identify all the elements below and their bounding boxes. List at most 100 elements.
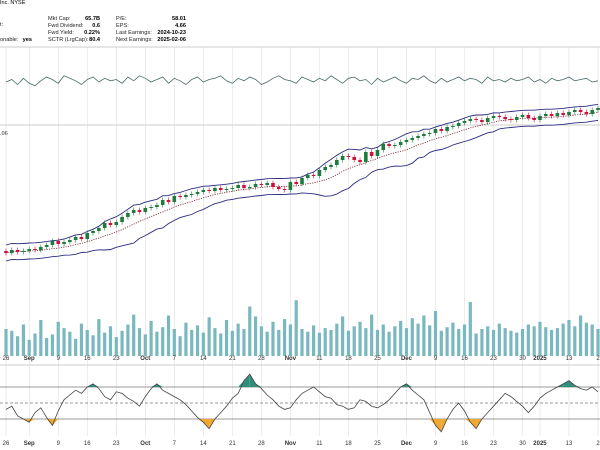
stat-label: P/E: <box>116 16 127 22</box>
volume-bar <box>108 326 113 356</box>
candle-body <box>520 115 525 117</box>
volume-bar <box>10 330 14 356</box>
candle-body <box>532 118 536 120</box>
x-axis-label: 18 <box>345 441 352 447</box>
bollinger-lower <box>5 119 599 262</box>
volume-bar <box>172 329 176 356</box>
candle-body <box>27 249 32 251</box>
candle-body <box>567 112 571 115</box>
candle-body <box>265 183 269 185</box>
x-axis-label: Nov <box>285 441 297 447</box>
candle-body <box>172 196 177 202</box>
x-axis-label: 7 <box>173 356 177 362</box>
candle-body <box>572 110 577 112</box>
x-axis-label: 2 <box>596 356 600 362</box>
candle-body <box>236 185 240 188</box>
volume-bar <box>317 332 322 356</box>
candle-body <box>166 200 171 202</box>
volume-bar <box>590 324 594 356</box>
volume-bar <box>381 324 385 356</box>
volume-bar <box>4 329 8 356</box>
x-axis-label: 7 <box>173 441 177 447</box>
candle-body <box>68 240 72 242</box>
volume-bar <box>259 326 263 356</box>
volume-bar <box>428 325 432 356</box>
x-axis-label: Sep <box>24 356 35 362</box>
candle-body <box>56 241 61 244</box>
header-symbol: Inc. NYSE <box>0 0 26 6</box>
stat-value: 4.66 <box>175 23 186 29</box>
stat-value: 80.4 <box>89 37 100 43</box>
x-axis-label: 23 <box>490 356 497 362</box>
volume-bar <box>596 329 600 356</box>
volume-bar <box>68 331 72 356</box>
volume-bar <box>294 300 298 356</box>
candle-body <box>218 188 223 190</box>
volume-bar <box>224 320 229 356</box>
volume-bar <box>155 331 159 356</box>
x-axis-label: 28 <box>258 356 265 362</box>
volume-bar <box>288 324 292 356</box>
osc-fill-negative <box>197 419 204 423</box>
header-left-value: yes <box>22 37 32 43</box>
volume-bar <box>207 317 211 356</box>
candle-body <box>189 194 194 195</box>
x-axis-label: 14 <box>200 441 207 447</box>
candle-body <box>149 207 153 208</box>
x-axis-label: 23 <box>113 356 120 362</box>
candle-body <box>352 157 357 160</box>
x-axis-label: 26 <box>3 441 10 447</box>
x-axis-label: 9 <box>57 441 61 447</box>
candle-body <box>346 156 351 157</box>
candle-body <box>323 167 328 170</box>
candle-body <box>468 119 473 121</box>
volume-bar <box>178 336 182 356</box>
volume-bar <box>300 329 304 356</box>
candle-body <box>335 160 339 165</box>
stat-label: Fwd Yield: <box>48 30 74 36</box>
volume-bar <box>480 329 484 356</box>
volume-bar <box>323 328 327 356</box>
volume-bar <box>213 328 217 356</box>
candle-body <box>329 165 333 167</box>
volume-bar <box>433 311 438 356</box>
candle-body <box>259 184 264 185</box>
volume-bar <box>346 330 351 356</box>
candle-body <box>213 188 217 191</box>
volume-bar <box>195 325 200 356</box>
volume-bar <box>486 326 490 356</box>
volume-bar <box>468 302 472 356</box>
volume-bar <box>33 333 37 356</box>
volume-bar <box>555 328 559 356</box>
volume-bar <box>166 315 171 356</box>
osc-fill-positive <box>151 383 157 387</box>
volume-bar <box>526 324 530 356</box>
candle-body <box>21 251 26 252</box>
stat-value: 0.22% <box>84 30 100 36</box>
volume-bar <box>190 329 194 356</box>
x-axis-label: 23 <box>490 441 497 447</box>
candle-body <box>91 231 95 233</box>
header-left-fragment-2: onable: <box>0 37 19 43</box>
osc-fill-negative <box>429 419 436 426</box>
volume-bar <box>143 334 147 356</box>
rs-line <box>5 75 599 87</box>
volume-bar <box>306 331 310 356</box>
volume-bar <box>50 334 55 356</box>
candle-body <box>33 249 37 250</box>
volume-bar <box>451 322 455 356</box>
candle-body <box>294 182 298 184</box>
candle-body <box>195 192 200 194</box>
x-axis-label: 23 <box>113 441 120 447</box>
volume-bar <box>497 323 501 356</box>
x-axis-label: 9 <box>57 356 61 362</box>
candle-body <box>126 213 130 217</box>
candle-body <box>85 233 90 239</box>
volume-bar <box>27 339 31 356</box>
stat-value: 2024-10-23 <box>157 30 186 36</box>
volume-bar <box>584 322 588 356</box>
x-axis-label: Dec <box>401 441 413 447</box>
osc-fill-negative <box>52 419 59 426</box>
volume-bar <box>439 330 443 356</box>
volume-bar <box>422 315 426 356</box>
